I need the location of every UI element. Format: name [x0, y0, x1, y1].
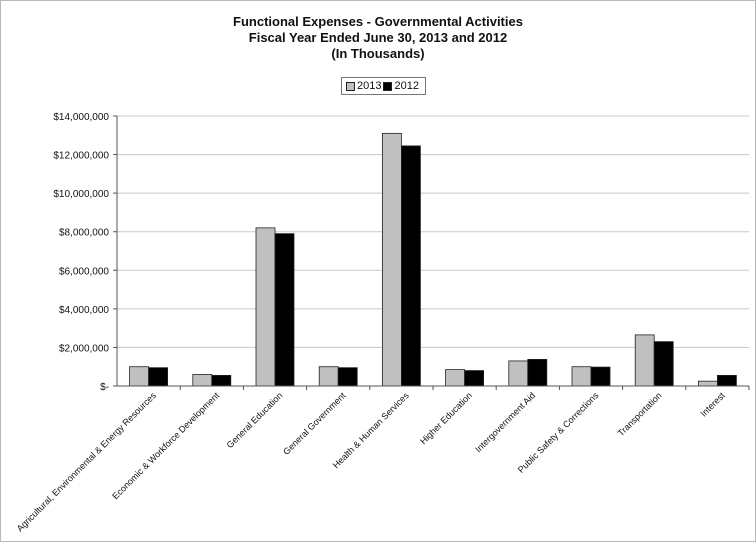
bar-2013	[255, 227, 276, 387]
bar-2012	[400, 145, 421, 387]
bar-2012	[148, 367, 169, 387]
bar-2013	[192, 374, 213, 387]
x-tick-label: General Education	[225, 390, 285, 450]
bar-2013	[445, 369, 466, 387]
bar-2013	[381, 132, 402, 387]
bar-2012	[527, 358, 548, 387]
chart-legend: 2013 2012	[341, 77, 426, 95]
y-tick-label: $12,000,000	[53, 151, 109, 162]
x-tick-label: Interest	[699, 390, 728, 419]
legend-label-2012: 2012	[394, 80, 419, 92]
bar-2013	[129, 366, 150, 387]
bars	[129, 132, 737, 387]
legend-item-2013: 2013	[346, 80, 381, 92]
x-tick-label: Transportation	[616, 390, 664, 438]
y-tick-label: $4,000,000	[59, 305, 109, 316]
legend-item-2012: 2012	[383, 80, 419, 92]
chart-subtitle: Fiscal Year Ended June 30, 2013 and 2012	[248, 30, 508, 45]
x-tick-label: Higher Education	[418, 390, 474, 446]
x-tick-label: Intergovernment Aid	[473, 390, 537, 454]
bar-2013	[698, 380, 718, 387]
bar-2012	[717, 374, 737, 387]
y-tick-label: $-	[100, 382, 109, 393]
y-tick-label: $6,000,000	[59, 266, 109, 277]
gridlines	[117, 115, 749, 348]
bar-2012	[274, 233, 295, 387]
bar-2012	[464, 370, 485, 387]
legend-swatch-2013	[346, 81, 355, 91]
legend-swatch-2012	[383, 81, 393, 91]
chart-subtitle-units: (In Thousands)	[331, 46, 425, 61]
x-tick-label: Agricultural, Environmental & Energy Res…	[15, 390, 159, 534]
x-tick-label: Economic & Workforce Development	[110, 390, 221, 501]
y-tick-label: $14,000,000	[53, 112, 109, 123]
y-tick-label: $10,000,000	[53, 189, 109, 200]
bar-2013	[508, 360, 529, 387]
bar-2013	[634, 334, 655, 387]
bar-2013	[571, 366, 592, 387]
y-tick-label: $2,000,000	[59, 343, 109, 354]
bar-2012	[211, 374, 232, 387]
bar-2013	[318, 366, 339, 387]
x-tick-label: General Government	[281, 390, 348, 457]
bar-2012	[590, 366, 611, 387]
bar-2012	[337, 367, 358, 387]
legend-label-2013: 2013	[357, 80, 382, 92]
x-axis-ticks: Agricultural, Environmental & Energy Res…	[15, 386, 750, 534]
chart-title: Functional Expenses - Governmental Activ…	[233, 14, 523, 29]
bar-2012	[653, 341, 674, 387]
y-axis-ticks: $- $2,000,000 $4,000,000 $6,000,000 $8,000,0…	[53, 112, 117, 393]
y-tick-label: $8,000,000	[59, 228, 109, 239]
